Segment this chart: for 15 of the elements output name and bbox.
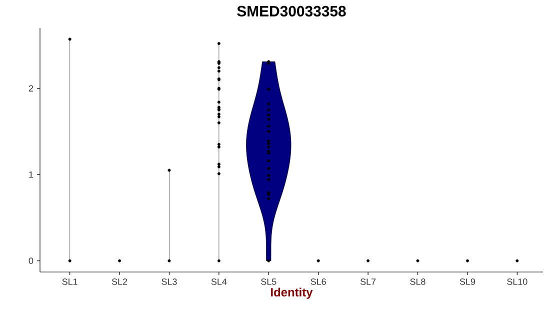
x-tick-label: SL7 <box>360 278 376 285</box>
x-tick-label: SL5 <box>261 278 276 285</box>
x-tick-label: SL9 <box>460 278 476 285</box>
x-axis-title: Identity <box>271 288 313 299</box>
x-tick-label: SL3 <box>162 278 177 285</box>
x-tick-label: SL2 <box>112 278 128 285</box>
y-tick-label: 2 <box>28 85 34 92</box>
x-tick-label: SL6 <box>310 278 326 285</box>
chart-title: SMED30033358 <box>237 6 346 17</box>
x-tick-label: SL8 <box>410 278 426 285</box>
x-tick-label: SL10 <box>507 278 528 285</box>
y-tick-label: 1 <box>29 171 34 178</box>
x-tick-label: SL4 <box>211 278 227 285</box>
y-tick-label: 0 <box>28 258 34 264</box>
x-tick-label: SL1 <box>62 278 78 285</box>
